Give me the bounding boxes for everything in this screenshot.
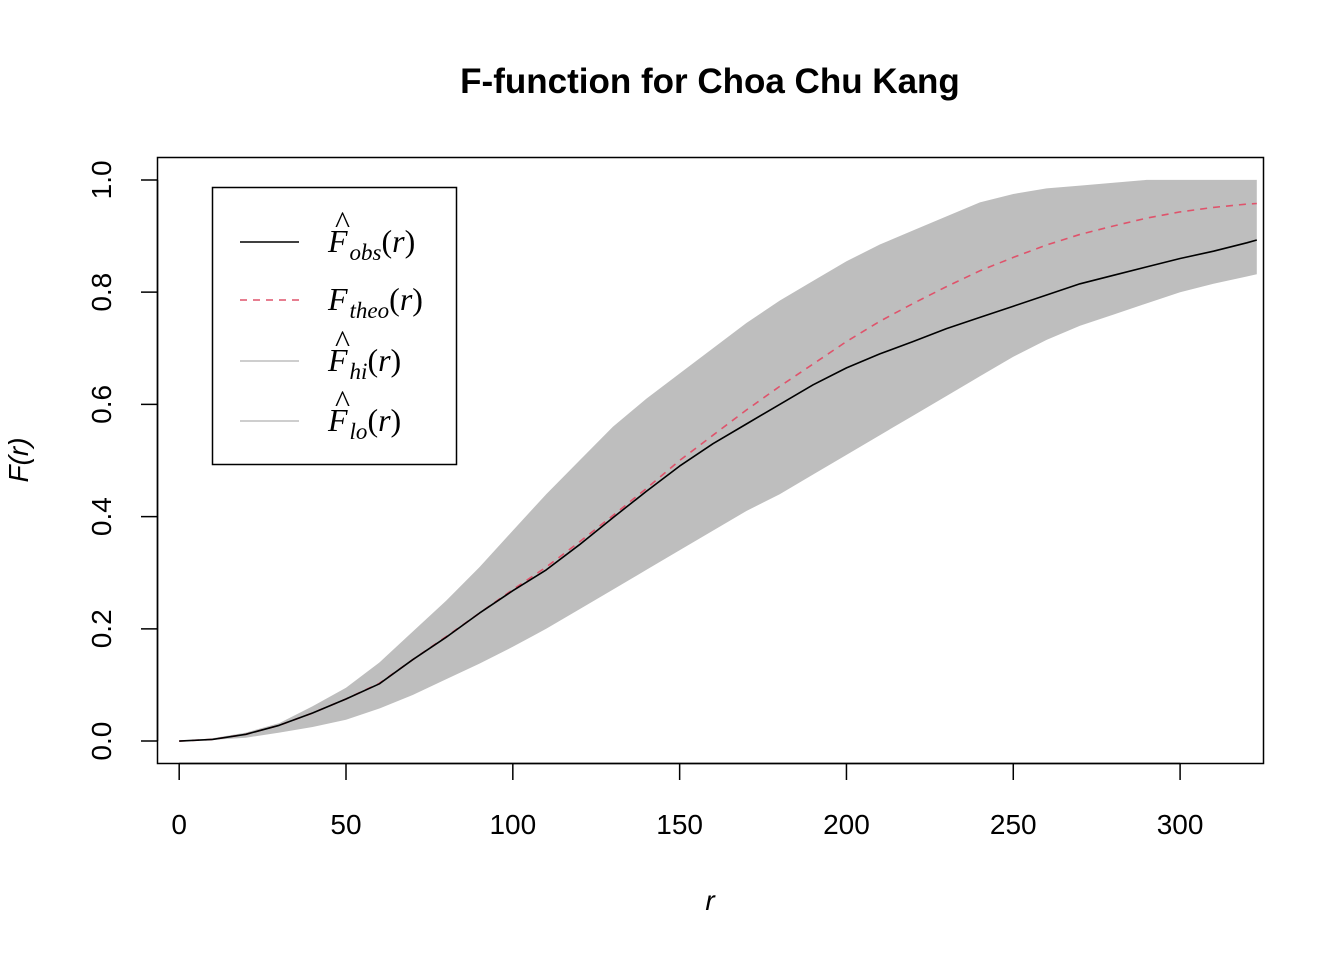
series-line-obs — [179, 239, 1258, 742]
chart-title: F-function for Choa Chu Kang — [460, 62, 960, 101]
x-tick-label: 100 — [489, 809, 536, 840]
x-tick-label: 250 — [990, 809, 1037, 840]
x-tick-label: 0 — [171, 809, 187, 840]
legend-box — [211, 186, 458, 466]
legend-hat-hi: ^ — [335, 323, 350, 359]
legend-label-hi: Fhi(r) — [327, 342, 401, 384]
y-tick-label: 0.2 — [86, 609, 117, 648]
x-tick-label: 50 — [330, 809, 361, 840]
legend-hat-lo: ^ — [335, 383, 350, 419]
legend-label-theo: Ftheo(r) — [327, 281, 423, 323]
y-tick-label: 0.0 — [86, 722, 117, 761]
x-axis-label: r — [705, 885, 716, 916]
y-axis-label: F(r) — [3, 437, 34, 482]
legend-hat-obs: ^ — [335, 204, 350, 240]
legend-label-lo: Flo(r) — [327, 402, 401, 444]
y-axis: 0.0 0.2 0.4 0.6 0.8 1.0 — [86, 160, 159, 761]
y-tick-label: 0.4 — [86, 497, 117, 536]
y-tick-label: 0.8 — [86, 273, 117, 312]
envelope-band — [179, 179, 1257, 742]
y-tick-label: 0.6 — [86, 385, 117, 424]
legend: ^Fobs(r)Ftheo(r)^Fhi(r)^Flo(r) — [211, 186, 458, 466]
y-tick-label: 1.0 — [86, 160, 117, 199]
x-axis: 0 50 100 150 200 250 300 — [171, 762, 1204, 840]
x-tick-label: 200 — [823, 809, 870, 840]
x-tick-label: 300 — [1157, 809, 1204, 840]
legend-label-obs: Fobs(r) — [327, 223, 415, 265]
x-tick-label: 150 — [656, 809, 703, 840]
